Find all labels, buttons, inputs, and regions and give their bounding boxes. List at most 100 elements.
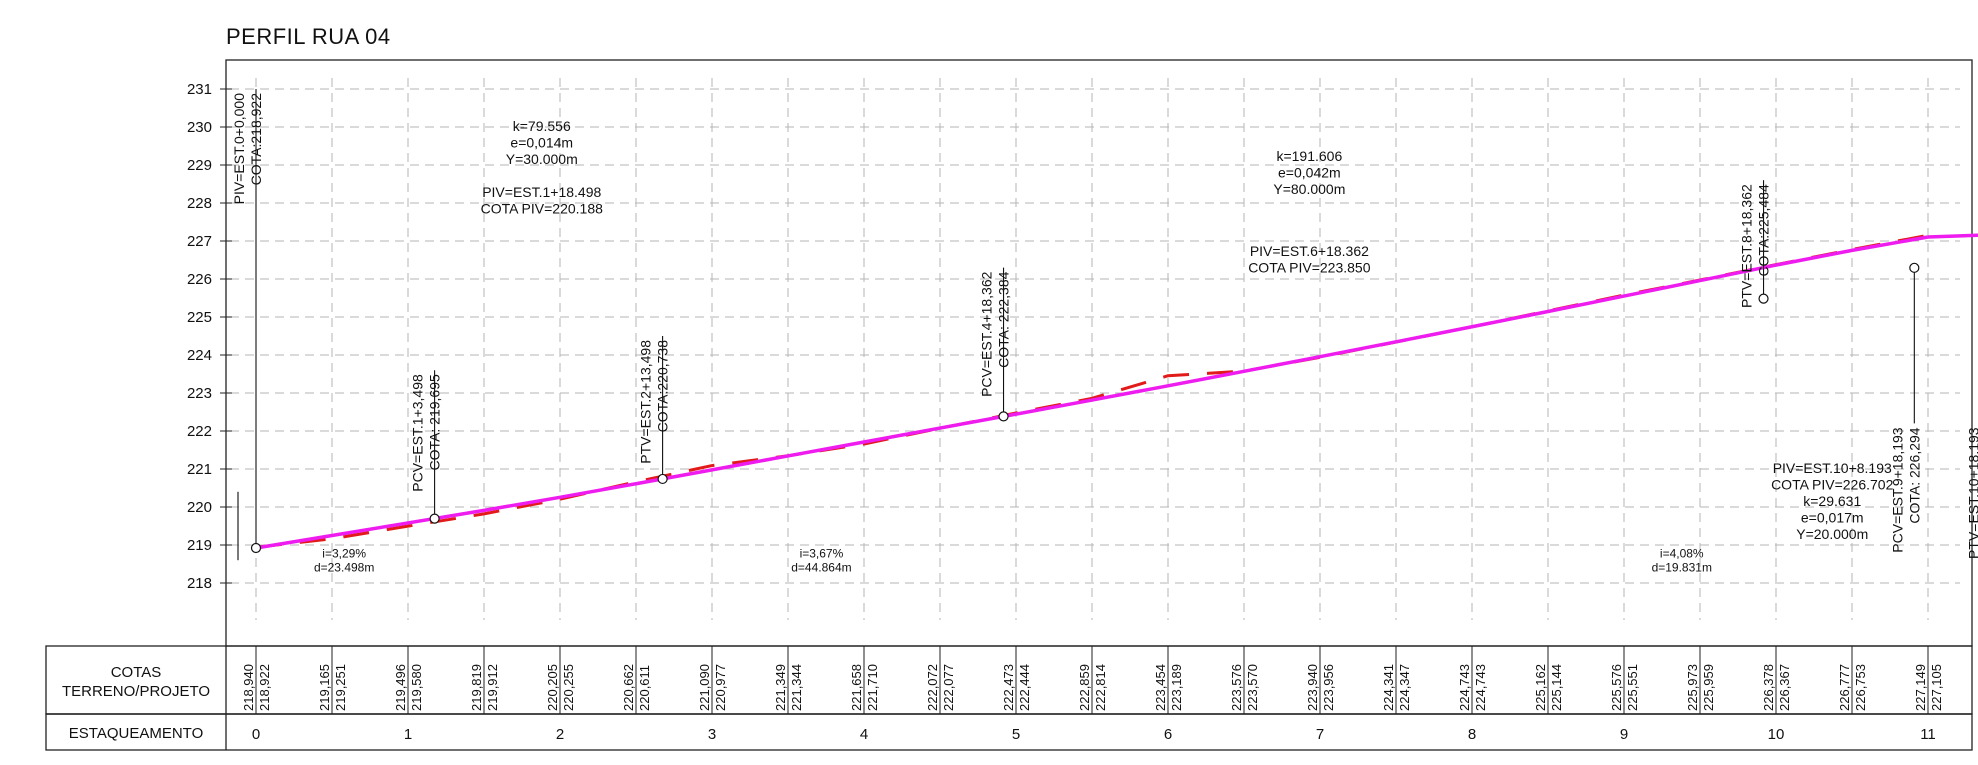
station-label: 2 [556,726,564,743]
terrain-elevation: 219,496 [393,664,408,711]
terrain-elevation: 225,576 [1609,664,1624,711]
project-elevation: 225,959 [1701,664,1716,711]
series-layer [255,233,1978,550]
terrain-elevation: 218,940 [241,664,256,711]
y-tick-label: 222 [187,423,212,440]
project-elevation: 225,144 [1549,664,1564,711]
y-tick-label: 224 [187,347,212,364]
grade-label: i=3,29% [322,546,366,560]
terrain-elevation: 220,662 [621,664,636,711]
annotation-line: k=29.631 [1803,493,1861,509]
y-tick-label: 231 [187,81,212,98]
station-label: 10 [1768,726,1785,743]
terrain-elevation: 221,349 [773,664,788,711]
grade-label: d=44.864m [791,560,851,574]
point-label: COTA: 222,384 [996,271,1012,367]
terrain-elevation: 221,090 [697,664,712,711]
terrain-elevation: 226,378 [1761,664,1776,711]
point-label: COTA:225,484 [1756,184,1772,277]
plot-frame [225,59,1973,647]
project-line-end [1927,233,1978,239]
terrain-elevation: 220,205 [545,664,560,711]
annotation-line: PIV=EST.10+8.193 [1773,460,1892,476]
y-axis: 231 230 229 228 227 226 225 224 223 222 221 220 219 2… [187,81,239,592]
terrain-elevation: 222,072 [925,664,940,711]
annotation-line: Y=80.000m [1273,181,1345,197]
project-elevation: 219,580 [409,664,424,711]
terrain-elevation: 227,149 [1913,664,1928,711]
station-label: 7 [1316,726,1324,743]
y-tick-label: 225 [187,309,212,326]
y-tick-label: 227 [187,233,212,250]
point-marker [1758,293,1769,304]
terrain-elevation: 223,940 [1305,664,1320,711]
station-label: 5 [1012,726,1020,743]
terrain-elevation: 224,743 [1457,664,1472,711]
point-marker [429,513,440,524]
annotation-line: e=0,017m [1801,509,1864,525]
terrain-elevation: 222,859 [1077,664,1092,711]
terrain-elevation: 223,454 [1153,664,1168,711]
vertical-curve-points: PIV=EST.0+0,000 COTA:218,922 PCV=EST.1+3,4… [231,89,1978,559]
project-elevation: 223,956 [1321,664,1336,711]
terrain-elevation: 224,341 [1381,664,1396,711]
grade-label: d=23.498m [314,560,374,574]
terrain-elevation: 226,777 [1837,664,1852,711]
elevations-table: 218,940 218,922 219,165 219,251 219,496 219,5… [241,646,1944,743]
station-label: 3 [708,726,716,743]
project-elevation: 223,570 [1245,664,1260,711]
project-elevation: 226,367 [1777,664,1792,711]
project-elevation: 222,814 [1093,664,1108,711]
y-tick-label: 221 [187,461,212,478]
grade-label: i=4,08% [1660,546,1704,560]
y-tick-label: 218 [187,575,212,592]
y-tick-label: 228 [187,195,212,212]
annotation-line: COTA PIV=220.188 [481,200,604,216]
project-elevation: 226,753 [1853,664,1868,711]
profile-title: PERFIL RUA 04 [226,24,391,49]
point-label: COTA:220,738 [655,340,671,433]
station-label: 9 [1620,726,1628,743]
project-elevation: 224,347 [1397,664,1412,711]
point-label: PIV=EST.0+0,000 [231,93,247,205]
project-elevation: 224,743 [1473,664,1488,711]
project-elevation: 222,077 [941,664,956,711]
project-elevation: 220,977 [713,664,728,711]
point-label: COTA: 219,695 [427,374,443,470]
point-label: PTV=EST.2+13,498 [638,340,654,464]
station-label: 1 [404,726,412,743]
project-elevation: 222,444 [1017,664,1032,711]
table-label-estaqueamento: ESTAQUEAMENTO [69,725,203,742]
terrain-elevation: 222,473 [1001,664,1016,711]
annotation-line: Y=20.000m [1796,526,1868,542]
point-label: PTV=EST.8+18,362 [1739,184,1755,308]
station-label: 11 [1920,726,1936,743]
project-elevation: 218,922 [257,664,272,711]
project-elevation: 220,611 [637,665,652,711]
annotation-line: PIV=EST.1+18.498 [482,184,601,200]
station-label: 6 [1164,726,1172,743]
annotation-line: e=0,042m [1278,165,1341,181]
point-label: PTV=EST.10+18,193 [1965,427,1978,559]
station-label: 0 [252,726,260,743]
terrain-elevation: 223,576 [1229,664,1244,711]
point-marker [998,411,1009,422]
terrain-elevation: 219,165 [317,664,332,711]
y-tick-label: 219 [187,537,212,554]
point-marker [657,473,668,485]
annotation-line: Y=30.000m [506,151,578,167]
annotation-line: COTA PIV=223.850 [1248,260,1371,276]
station-label: 8 [1468,726,1476,743]
y-tick-label: 220 [187,499,212,516]
terrain-elevation: 225,162 [1533,664,1548,711]
point-label: PCV=EST.4+18,362 [979,271,995,397]
stations-row-frame [45,713,1973,751]
project-elevation: 219,912 [485,664,500,711]
project-elevation: 225,551 [1625,664,1640,711]
annotation-line: k=191.606 [1276,148,1342,164]
annotation-line: PIV=EST.6+18.362 [1250,243,1369,259]
point-marker [1909,262,1920,273]
project-elevation: 220,255 [561,664,576,711]
